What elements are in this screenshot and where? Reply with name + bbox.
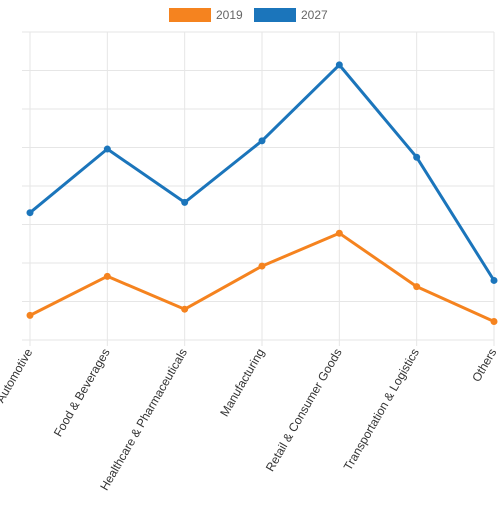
data-point[interactable] [335, 61, 343, 69]
x-tick-label: Transportation & Logistics [341, 346, 422, 473]
legend-label: 2019 [216, 8, 243, 22]
data-point[interactable] [413, 153, 421, 161]
data-point[interactable] [26, 311, 34, 319]
data-point[interactable] [258, 262, 266, 270]
legend-swatch [254, 8, 296, 22]
data-point[interactable] [181, 198, 189, 206]
x-tick-label: Others [469, 346, 499, 384]
data-point[interactable] [413, 283, 421, 291]
x-tick-label: Healthcare & Pharmaceuticals [97, 346, 190, 493]
legend-item-2027[interactable]: 2027 [254, 8, 328, 22]
data-point[interactable] [103, 145, 111, 153]
grid [22, 31, 495, 346]
data-point[interactable] [490, 276, 498, 284]
legend-item-2019[interactable]: 2019 [169, 8, 243, 22]
legend-swatch [169, 8, 211, 22]
data-point[interactable] [26, 209, 34, 217]
legend-label: 2027 [301, 8, 328, 22]
legend[interactable]: 2019 2027 [169, 8, 328, 22]
x-tick-label: Automotive [0, 346, 36, 405]
x-tick-label: Retail & Consumer Goods [263, 346, 345, 474]
data-point[interactable] [181, 305, 189, 313]
series-layer [26, 61, 498, 326]
series-2027 [26, 61, 498, 284]
data-point[interactable] [335, 229, 343, 237]
data-point[interactable] [490, 318, 498, 326]
x-tick-label: Manufacturing [217, 346, 267, 419]
data-point[interactable] [258, 137, 266, 145]
data-point[interactable] [103, 272, 111, 280]
series-2019 [26, 229, 498, 326]
x-tick-label: Food & Beverages [51, 346, 113, 439]
